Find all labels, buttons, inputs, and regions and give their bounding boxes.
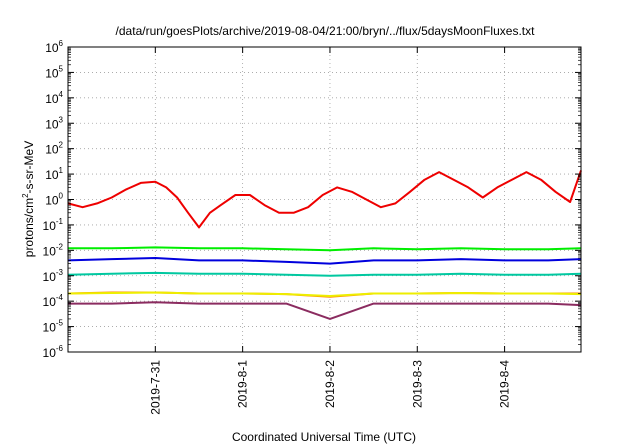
y-tick-label: 100 <box>45 192 63 208</box>
series-layer <box>67 170 582 320</box>
y-tick-label: 102 <box>45 141 63 157</box>
x-tick-label: 2019-8-3 <box>410 360 424 408</box>
series-line-purple <box>68 301 582 320</box>
chart-title: /data/run/goesPlots/archive/2019-08-04/2… <box>116 24 536 38</box>
y-tick-label: 10-2 <box>43 242 64 258</box>
series-line-green <box>68 246 582 252</box>
series-line-teal <box>67 271 582 277</box>
x-axis-ticks: 2019-7-31 2019-8-1 2019-8-2 2019-8-3 2019-8-… <box>148 47 512 415</box>
x-tick-label: 2019-8-4 <box>498 360 512 408</box>
y-axis-label-superscript: 2 <box>21 193 30 198</box>
y-tick-label: 10-3 <box>43 268 64 284</box>
x-tick-label: 2019-8-1 <box>236 360 250 408</box>
y-tick-label: 10-4 <box>43 293 64 309</box>
y-tick-label: 103 <box>45 115 63 131</box>
y-axis-ticks: 10-6 10-5 10-4 10-3 10-2 10-1 100 101 102 103 104 1… <box>43 39 581 360</box>
y-axis-label-rest: -s-sr-MeV <box>22 141 36 194</box>
y-axis-label: protons/cm2-s-sr-MeV <box>21 141 36 257</box>
y-tick-label: 105 <box>45 64 63 80</box>
x-axis-label: Coordinated Universal Time (UTC) <box>232 430 416 444</box>
y-tick-label: 106 <box>45 39 63 55</box>
y-tick-label: 101 <box>45 166 63 182</box>
y-tick-label: 104 <box>45 90 63 106</box>
x-tick-label: 2019-7-31 <box>148 360 162 415</box>
series-line-yellow <box>67 291 582 297</box>
y-tick-label: 10-5 <box>43 319 64 335</box>
x-tick-label: 2019-8-2 <box>323 360 337 408</box>
series-line-blue <box>67 257 582 265</box>
y-tick-label: 10-6 <box>43 344 64 360</box>
y-axis-label-main: protons/cm <box>22 198 36 257</box>
grid-lines <box>68 47 581 352</box>
y-tick-label: 10-1 <box>43 217 64 233</box>
series-line-red <box>67 170 582 229</box>
